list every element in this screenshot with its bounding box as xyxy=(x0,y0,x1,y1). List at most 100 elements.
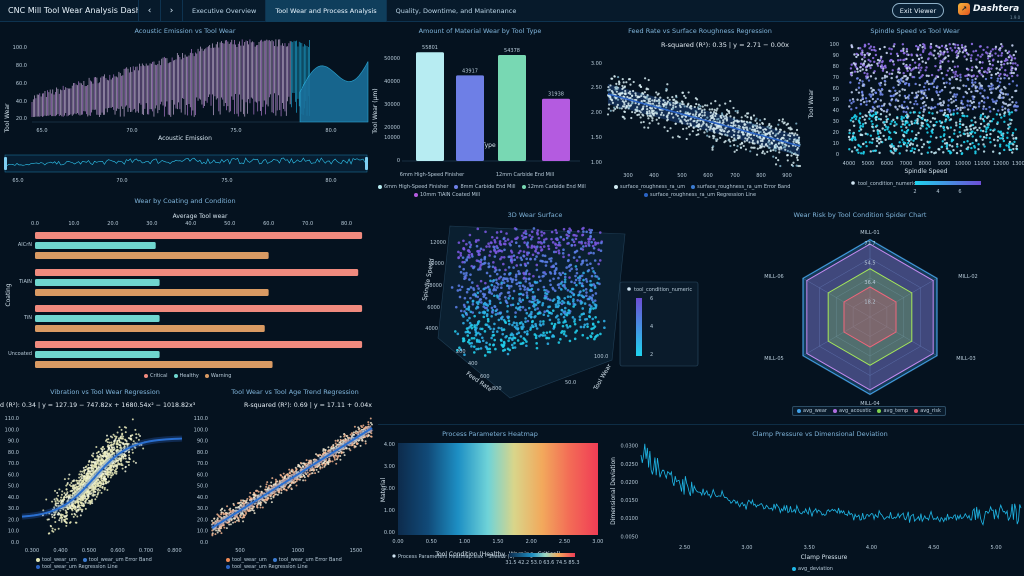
acoustic-navigator[interactable] xyxy=(4,154,368,173)
surface3d-point xyxy=(489,250,492,253)
spindle-point xyxy=(958,50,961,53)
material-ytick: 10000 xyxy=(384,135,400,141)
material-bar-label: 43917 xyxy=(462,68,478,74)
legend-item[interactable]: Warning xyxy=(204,373,231,379)
tab-tool-wear-process[interactable]: Tool Wear and Process Analysis xyxy=(265,0,386,22)
spindle-point xyxy=(974,81,977,84)
surface3d-point xyxy=(559,273,562,277)
surface3d-point xyxy=(466,300,469,304)
surface3d-point xyxy=(469,310,473,314)
legend-item[interactable]: 8mm Carbide End Mill xyxy=(454,184,516,190)
legend-item[interactable]: avg_risk xyxy=(914,408,941,414)
feed-point xyxy=(609,84,612,87)
feed-point xyxy=(724,139,727,143)
surface3d-point xyxy=(496,312,500,315)
legend-item[interactable]: avg_temp xyxy=(877,408,908,414)
spindle-point xyxy=(848,131,851,135)
exit-viewer-button[interactable]: Exit Viewer xyxy=(892,3,944,18)
spindle-point xyxy=(913,147,917,151)
surface3d-point xyxy=(555,231,558,235)
feed-point xyxy=(724,127,727,130)
legend-item[interactable]: 6mm High-Speed Finisher xyxy=(378,184,448,190)
spindle-xtick: 8000 xyxy=(919,161,932,167)
vibration-point xyxy=(99,464,102,467)
coating-bar xyxy=(35,315,160,322)
feed-regression-chart[interactable]: 3.00 2.50 2.00 1.50 1.00 300 400 500 600… xyxy=(590,36,805,196)
coating-bar-chart[interactable]: Coating Average Tool wear 0.0 10.0 20.0 30.… xyxy=(0,205,375,380)
surface3d-point xyxy=(579,247,583,250)
acoustic-chart[interactable]: Tool Wear Acoustic Emission 100.0 80.0 6… xyxy=(0,36,370,191)
spindle-point xyxy=(978,82,981,85)
legend-item[interactable]: avg_wear xyxy=(797,408,827,414)
legend-item[interactable]: surface_roughness_ra_um Regression Line xyxy=(644,192,756,198)
feed-point xyxy=(760,146,763,149)
feed-point xyxy=(759,137,762,140)
spindle-point xyxy=(982,119,986,123)
feed-point xyxy=(711,146,714,149)
vibration-point xyxy=(137,438,140,441)
spindle-point xyxy=(916,103,919,106)
spindle-point xyxy=(994,87,998,90)
spider-chart[interactable]: 72.754.536.418.2MILL-01MILL-02MILL-03MIL… xyxy=(730,220,1024,420)
legend-item[interactable]: surface_roughness_ra_um xyxy=(614,184,685,190)
vibration-point xyxy=(56,491,59,494)
feed-point xyxy=(781,143,784,146)
tab-quality-downtime[interactable]: Quality, Downtime, and Maintenance xyxy=(385,0,526,22)
legend-item[interactable]: 10mm TiAlN Coated Mill xyxy=(414,192,480,198)
feed-point xyxy=(736,145,739,148)
spindle-point xyxy=(922,105,925,108)
vibration-point xyxy=(104,472,107,475)
spindle-point xyxy=(927,74,930,78)
legend-item[interactable]: surface_roughness_ra_um Error Band xyxy=(691,184,790,190)
surface3d-point xyxy=(519,249,522,253)
chevron-left-icon[interactable]: ‹ xyxy=(138,0,160,22)
surface3d-point xyxy=(504,321,508,325)
spindle-point xyxy=(921,60,924,63)
surface3d-point xyxy=(531,284,534,287)
navigator-left-handle[interactable] xyxy=(4,157,7,170)
spindle-point xyxy=(990,85,993,88)
navigator-right-handle[interactable] xyxy=(365,157,368,170)
vibration-point xyxy=(106,434,109,437)
spindle-point xyxy=(940,109,944,112)
surface3d-point xyxy=(537,275,541,279)
spindle-point xyxy=(883,120,886,124)
surface3d-point xyxy=(535,263,539,267)
material-bar-chart[interactable]: Tool Wear (µm) 50000 40000 30000 20000 1… xyxy=(370,36,590,196)
acoustic-ytick: 20.0 xyxy=(16,116,27,122)
tab-executive-overview[interactable]: Executive Overview xyxy=(182,0,265,22)
spindle-ylabel: Tool Wear xyxy=(808,89,815,120)
legend-item[interactable]: Healthy xyxy=(173,373,199,379)
spindle-point xyxy=(857,81,861,85)
legend-item[interactable]: 12mm Carbide End Mill xyxy=(521,184,586,190)
feed-point xyxy=(680,115,684,118)
feed-point xyxy=(632,80,635,84)
spindle-point xyxy=(923,118,927,122)
surface3d-point xyxy=(508,273,511,276)
spindle-point xyxy=(933,106,937,109)
feed-point xyxy=(725,108,729,111)
vibration-point xyxy=(92,493,95,496)
vibration-point xyxy=(82,505,85,508)
surface3d-point xyxy=(578,281,582,285)
surface3d-point xyxy=(592,238,596,241)
chevron-right-icon[interactable]: › xyxy=(160,0,182,22)
spindle-point xyxy=(926,80,929,84)
surface3d-point xyxy=(482,248,485,252)
surface3d-point xyxy=(572,256,576,259)
surface3d-point xyxy=(548,318,552,322)
surface3d-point xyxy=(598,231,602,234)
vibration-regression-chart[interactable]: 110.0100.090.080.070.060.050.040.030.020… xyxy=(0,410,200,576)
surface3d-chart[interactable]: Spindle Speed 12000 10000 8000 6000 4000… xyxy=(380,220,720,415)
legend-item[interactable]: Critical xyxy=(144,373,168,379)
spindle-point xyxy=(1001,108,1004,111)
feed-legend: surface_roughness_ra_um surface_roughnes… xyxy=(614,184,804,198)
spindle-point xyxy=(967,53,970,56)
feed-point xyxy=(761,151,764,155)
vibration-point xyxy=(115,442,118,445)
feed-point xyxy=(690,105,693,108)
surface3d-point xyxy=(537,236,541,240)
legend-item[interactable]: avg_acoustic xyxy=(832,408,871,414)
